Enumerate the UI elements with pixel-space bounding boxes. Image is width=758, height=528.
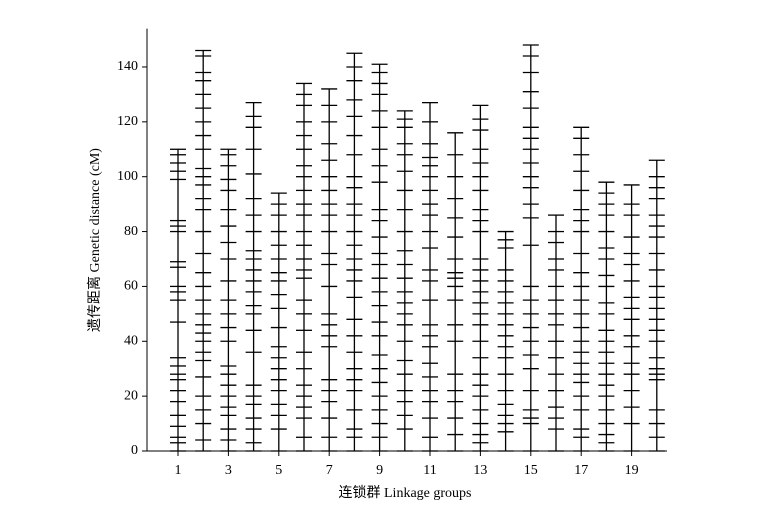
x-tick-label: 15 [524, 463, 538, 478]
y-tick-label: 60 [124, 279, 138, 294]
x-tick-label: 9 [376, 463, 383, 478]
x-tick-label: 19 [625, 463, 639, 478]
y-tick-label: 40 [124, 333, 138, 348]
x-tick-label: 7 [326, 463, 333, 478]
x-tick-label: 17 [574, 463, 588, 478]
y-tick-label: 80 [124, 224, 138, 239]
x-tick-label: 3 [225, 463, 232, 478]
x-axis-label: 连锁群 Linkage groups [339, 485, 472, 501]
y-tick-label: 20 [124, 388, 138, 403]
y-tick-label: 0 [131, 443, 138, 458]
y-tick-label: 120 [117, 114, 138, 129]
x-tick-label: 5 [275, 463, 282, 478]
y-tick-label: 140 [117, 59, 138, 74]
x-tick-label: 11 [423, 463, 436, 478]
y-tick-label: 100 [117, 169, 138, 184]
x-tick-label: 1 [175, 463, 182, 478]
y-axis-label: 遗传距离 Genetic distance (cM) [86, 148, 103, 332]
x-tick-label: 13 [473, 463, 487, 478]
